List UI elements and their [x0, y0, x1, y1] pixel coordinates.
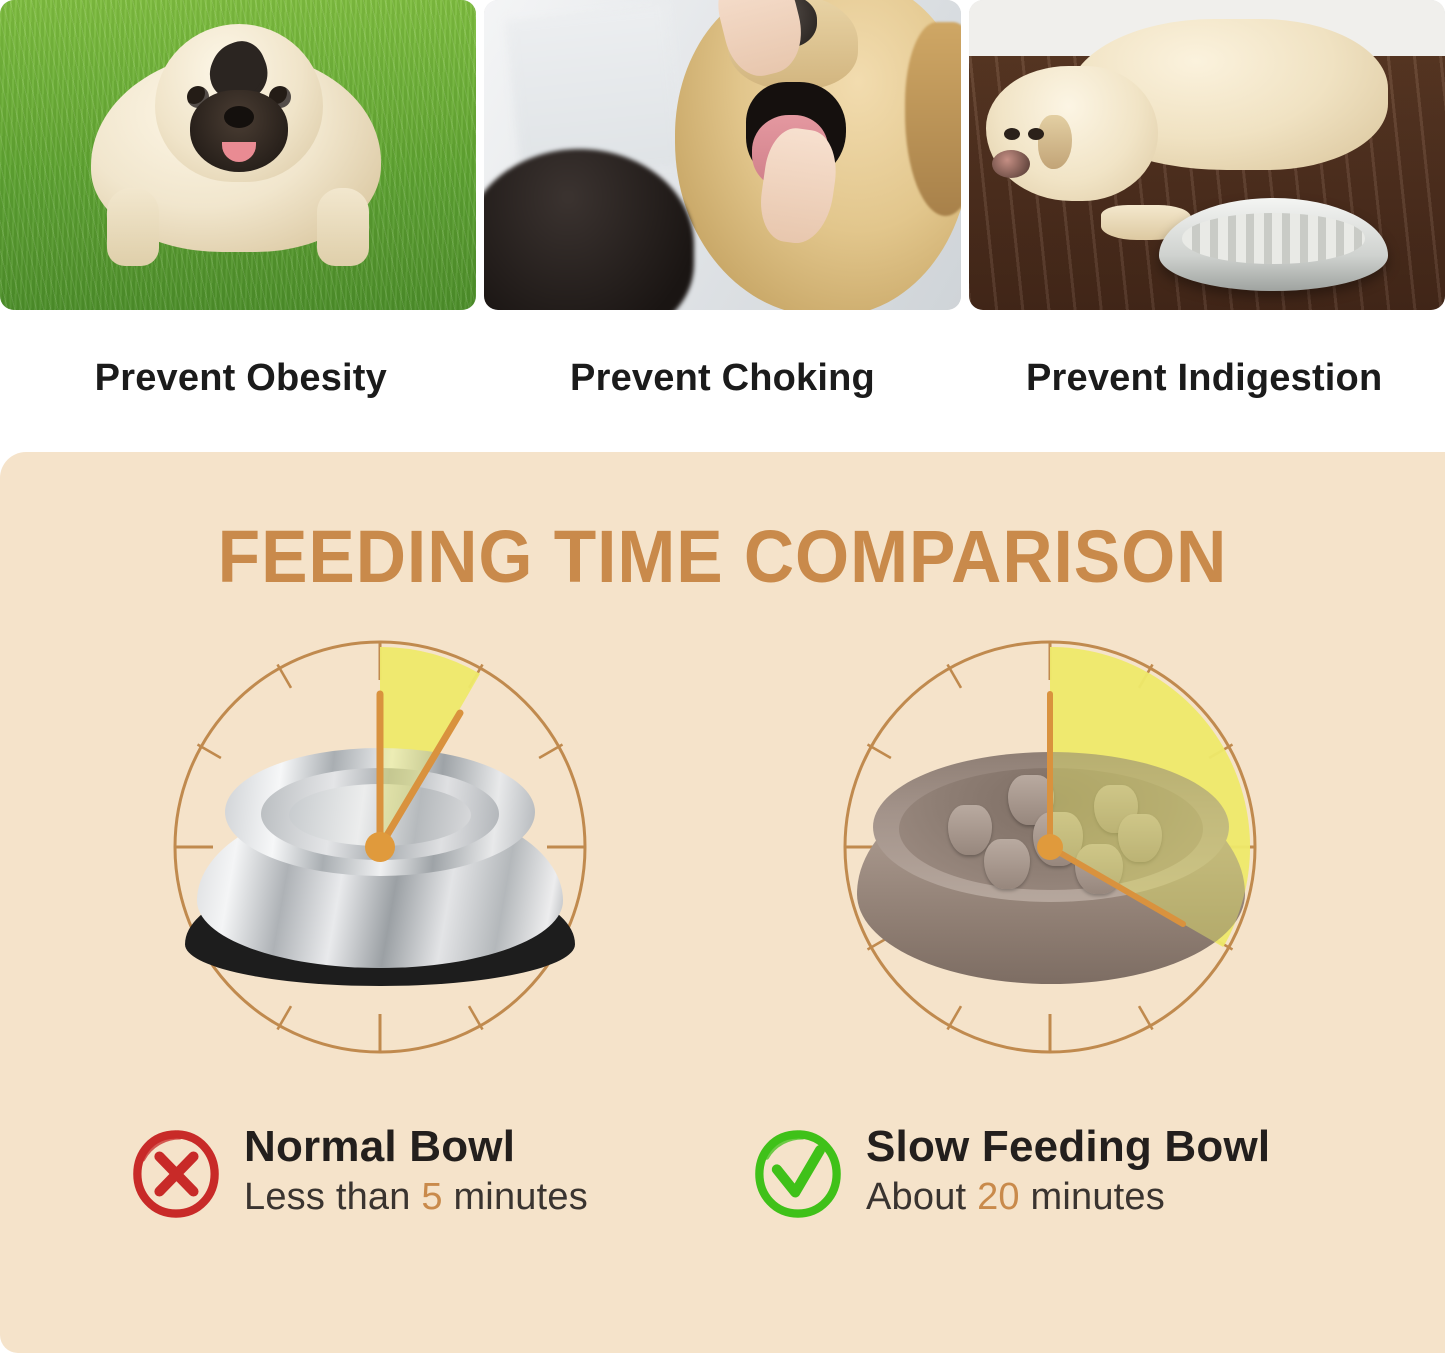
photo-card-choking — [484, 0, 961, 310]
legend-slow-prefix: About — [866, 1176, 978, 1219]
caption-obesity-label: Prevent Obesity — [94, 356, 387, 399]
photo-card-indigestion — [968, 0, 1445, 310]
caption-obesity: Prevent Obesity — [0, 318, 482, 438]
legend-normal-suffix: minutes — [442, 1176, 588, 1219]
legend-slow-bowl-title: Slow Feeding Bowl — [866, 1122, 1271, 1171]
legend-normal-bowl-title: Normal Bowl — [244, 1122, 516, 1171]
labrador-dog-illustration — [978, 18, 1388, 240]
caption-indigestion-label: Prevent Indigestion — [1025, 356, 1383, 399]
slow-bowl-hands — [1037, 647, 1250, 947]
normal-bowl-clock — [155, 622, 605, 1072]
comparison-panel: FEEDING TIME COMPARISON — [0, 452, 1445, 1353]
legend-normal-value: 5 — [421, 1176, 443, 1219]
page-title: FEEDING TIME COMPARISON — [217, 515, 1228, 598]
legend-normal-bowl-text: Normal Bowl Less than 5 minutes — [244, 1122, 588, 1219]
caption-choking-label: Prevent Choking — [570, 356, 875, 399]
legend-slow-suffix: minutes — [1019, 1176, 1165, 1219]
person-head-silhouette — [484, 148, 694, 310]
caption-indigestion: Prevent Indigestion — [963, 318, 1445, 438]
green-check-circle-icon — [755, 1130, 841, 1218]
legend-normal-prefix: Less than — [244, 1176, 422, 1219]
slow-feeding-bowl-clock — [825, 622, 1275, 1072]
caption-row: Prevent Obesity Prevent Choking Prevent … — [0, 318, 1445, 438]
legend-normal-bowl: Normal Bowl Less than 5 minutes — [130, 1122, 588, 1220]
legend-normal-bowl-detail: Less than 5 minutes — [244, 1176, 588, 1219]
legend-slow-value: 20 — [977, 1176, 1020, 1219]
metal-food-bowl — [1159, 198, 1388, 292]
legend-row: Normal Bowl Less than 5 minutes Slow Fee… — [0, 1122, 1445, 1274]
legend-slow-bowl: Slow Feeding Bowl About 20 minutes — [752, 1122, 1271, 1220]
legend-slow-bowl-text: Slow Feeding Bowl About 20 minutes — [866, 1122, 1271, 1219]
caption-choking: Prevent Choking — [482, 318, 964, 438]
normal-bowl-hands — [365, 647, 480, 862]
photo-card-obesity — [0, 0, 477, 310]
pug-dog-illustration — [73, 18, 403, 268]
golden-retriever-head — [674, 0, 961, 310]
clock-row — [0, 622, 1445, 1092]
legend-slow-bowl-detail: About 20 minutes — [866, 1176, 1270, 1219]
red-cross-circle-icon — [133, 1130, 219, 1218]
photo-strip — [0, 0, 1445, 310]
